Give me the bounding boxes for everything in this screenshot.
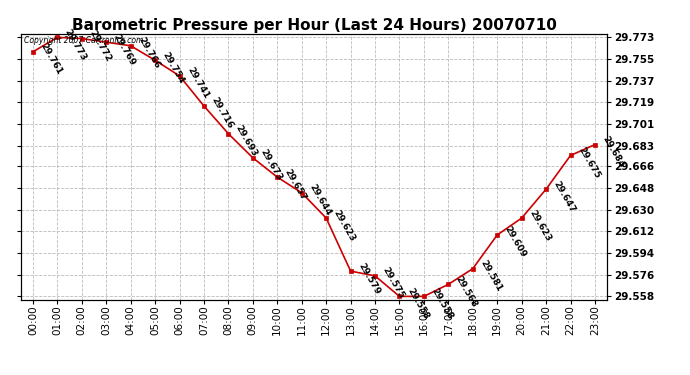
Text: 29.568: 29.568 (454, 274, 479, 309)
Text: 29.754: 29.754 (161, 50, 186, 85)
Text: 29.772: 29.772 (88, 28, 112, 63)
Text: 29.693: 29.693 (234, 124, 259, 158)
Text: 29.623: 29.623 (527, 208, 553, 243)
Text: 29.716: 29.716 (210, 96, 235, 130)
Text: 29.657: 29.657 (283, 167, 308, 202)
Text: 29.575: 29.575 (381, 266, 406, 300)
Text: 29.741: 29.741 (185, 66, 210, 100)
Text: 29.644: 29.644 (307, 183, 333, 218)
Text: 29.581: 29.581 (478, 259, 504, 293)
Text: 29.623: 29.623 (332, 208, 357, 243)
Text: 29.766: 29.766 (136, 36, 161, 70)
Text: 29.675: 29.675 (576, 146, 601, 180)
Text: 29.773: 29.773 (63, 27, 88, 62)
Text: 29.761: 29.761 (39, 42, 63, 76)
Text: 29.684: 29.684 (600, 135, 626, 169)
Text: 29.769: 29.769 (112, 32, 137, 67)
Text: 29.579: 29.579 (356, 261, 382, 296)
Text: 29.558: 29.558 (405, 286, 430, 321)
Text: 29.647: 29.647 (552, 179, 577, 214)
Text: 29.609: 29.609 (503, 225, 528, 260)
Text: 29.558: 29.558 (429, 286, 455, 321)
Text: Copyright 2007 Cartronics.com: Copyright 2007 Cartronics.com (23, 36, 143, 45)
Text: 29.673: 29.673 (259, 148, 284, 183)
Title: Barometric Pressure per Hour (Last 24 Hours) 20070710: Barometric Pressure per Hour (Last 24 Ho… (72, 18, 556, 33)
